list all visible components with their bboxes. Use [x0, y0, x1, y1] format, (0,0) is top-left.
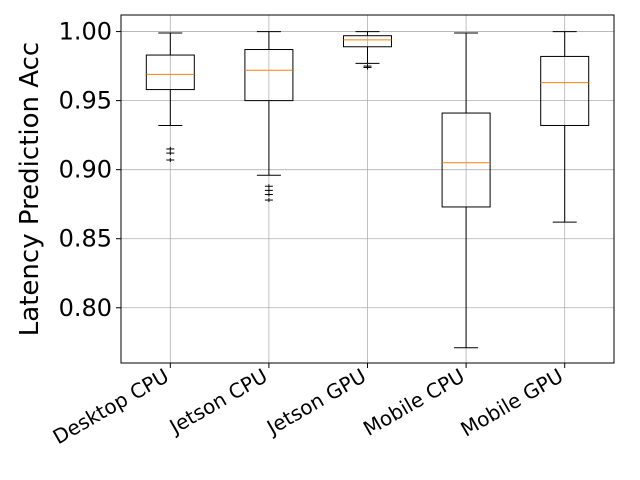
x-tick-label: Mobile GPU: [456, 364, 567, 442]
box-group: [343, 31, 392, 70]
x-tick-label: Jetson CPU: [164, 364, 272, 440]
y-tick-label: 0.95: [59, 87, 112, 115]
y-tick-label: 0.90: [59, 156, 112, 184]
y-tick-label: 0.85: [59, 225, 112, 253]
box-group: [540, 31, 590, 223]
y-tick-label: 0.80: [59, 294, 112, 322]
box-iqr: [244, 49, 294, 102]
box-iqr: [441, 112, 491, 208]
y-axis-label: Latency Prediction Acc: [15, 42, 45, 336]
box-iqr: [145, 54, 195, 91]
box-group: [441, 32, 491, 349]
y-tick-label: 1.00: [59, 18, 112, 46]
x-tick-label: Jetson GPU: [261, 364, 370, 441]
x-tick-label: Desktop CPU: [49, 364, 173, 450]
box-group: [244, 31, 294, 203]
box-iqr: [540, 55, 590, 126]
x-tick-label: Mobile CPU: [359, 364, 469, 441]
box-iqr: [343, 35, 392, 48]
box-layer: [145, 31, 590, 349]
box-group: [145, 32, 195, 162]
y-axis: 0.80 0.85 0.90 0.95 1.00: [59, 18, 121, 322]
